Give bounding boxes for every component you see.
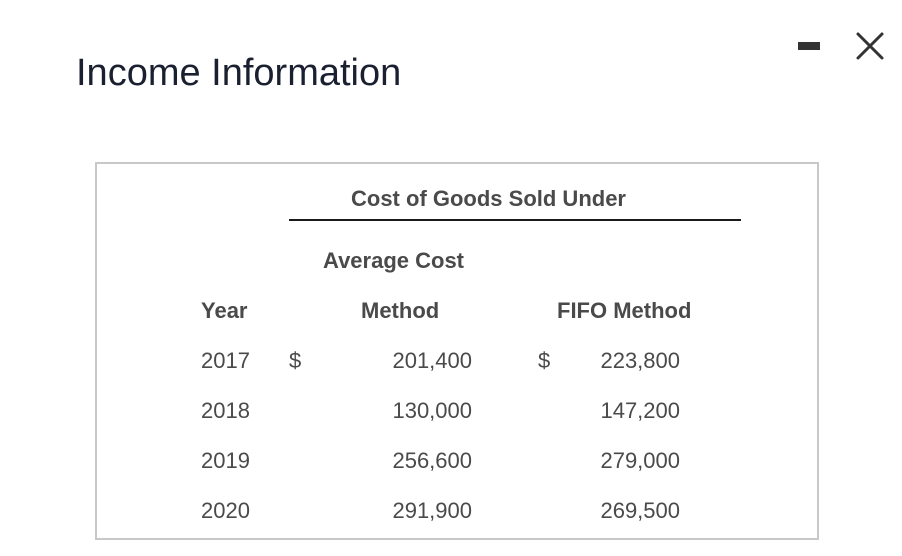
income-table: Cost of Goods Sold Under Average Cost Ye… (95, 162, 819, 540)
minimize-icon[interactable] (798, 42, 820, 50)
table-row-fifo: 279,000 (600, 448, 680, 473)
table-row-year: 2017 (201, 348, 250, 373)
currency-symbol: $ (289, 348, 302, 373)
fifo-header: FIFO Method (557, 298, 692, 323)
table-row-avg-cost: 291,900 (392, 498, 472, 523)
table-row-avg-cost: 130,000 (392, 398, 472, 423)
table-row-fifo: 269,500 (600, 498, 680, 523)
currency-symbol: $ (538, 348, 551, 373)
table-row-year: 2020 (201, 498, 250, 523)
table-row-avg-cost: 201,400 (392, 348, 472, 373)
dialog-title: Income Information (76, 52, 402, 94)
close-icon[interactable] (854, 30, 886, 62)
avg-cost-header-line1: Average Cost (323, 248, 465, 273)
year-header: Year (201, 298, 248, 323)
window-controls (790, 24, 890, 64)
group-header: Cost of Goods Sold Under (351, 186, 626, 211)
avg-cost-header-line2: Method (361, 298, 440, 323)
group-header-rule (289, 219, 741, 221)
table-row-avg-cost: 256,600 (392, 448, 472, 473)
table-row-fifo: 223,800 (600, 348, 680, 373)
table-row-fifo: 147,200 (600, 398, 680, 423)
table-row-year: 2018 (201, 398, 250, 423)
table-row-year: 2019 (201, 448, 250, 473)
